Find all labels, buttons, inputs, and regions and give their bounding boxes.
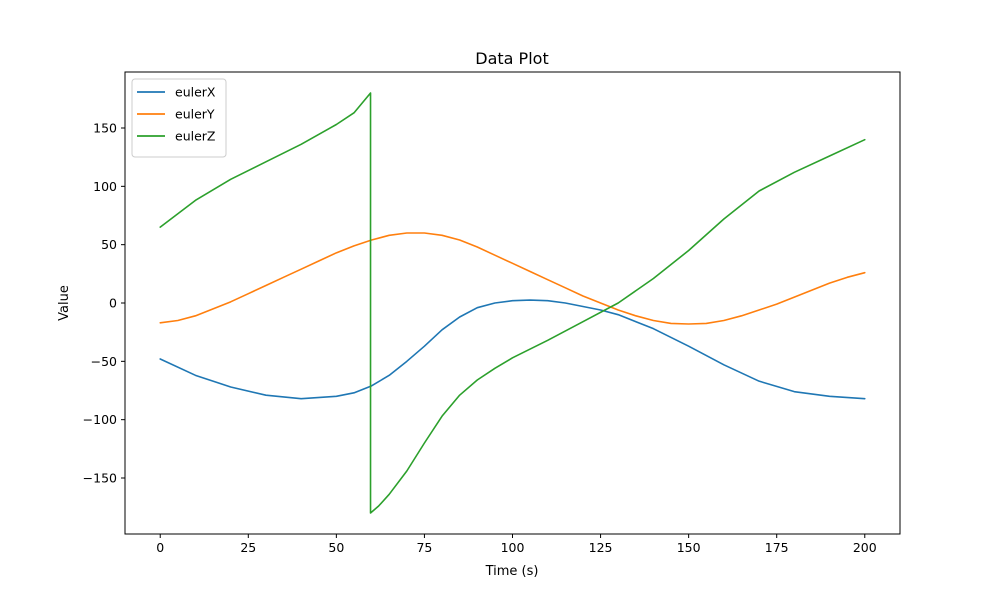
chart-title: Data Plot [475, 49, 548, 68]
y-axis-label: Value [57, 285, 72, 321]
y-tick-label: 50 [101, 237, 117, 252]
x-tick-label: 100 [501, 540, 525, 555]
x-axis-label: Time (s) [485, 564, 539, 579]
y-tick-label: −50 [91, 354, 117, 369]
legend-label-eulerZ: eulerZ [175, 129, 215, 144]
legend-box [131, 78, 227, 158]
series-line-eulerX [159, 299, 866, 400]
x-tick-label: 50 [328, 540, 344, 555]
x-tick-label: 0 [156, 540, 164, 555]
y-tick-label: 100 [93, 179, 117, 194]
series-layer [159, 92, 866, 514]
x-tick-label: 125 [589, 540, 613, 555]
y-tick-label: −100 [83, 412, 117, 427]
plot-frame [124, 71, 901, 535]
x-tick-label: 150 [677, 540, 701, 555]
series-line-eulerZ [159, 92, 866, 514]
x-tick-label: 175 [765, 540, 789, 555]
series-line-eulerY [159, 232, 866, 325]
legend-label-eulerY: eulerY [175, 107, 215, 122]
y-tick-label: 150 [93, 121, 117, 136]
legend: eulerX eulerY eulerZ [131, 78, 227, 158]
legend-label-eulerX: eulerX [175, 85, 216, 100]
x-tick-label: 75 [416, 540, 432, 555]
y-tick-label: 0 [109, 296, 117, 311]
y-tick-label: −150 [83, 471, 117, 486]
x-tick-label: 200 [853, 540, 877, 555]
y-axis: −150 −100 −50 0 50 100 150 [83, 121, 125, 486]
x-tick-label: 25 [240, 540, 256, 555]
x-axis: 0 25 50 75 100 125 150 175 200 [156, 534, 877, 555]
